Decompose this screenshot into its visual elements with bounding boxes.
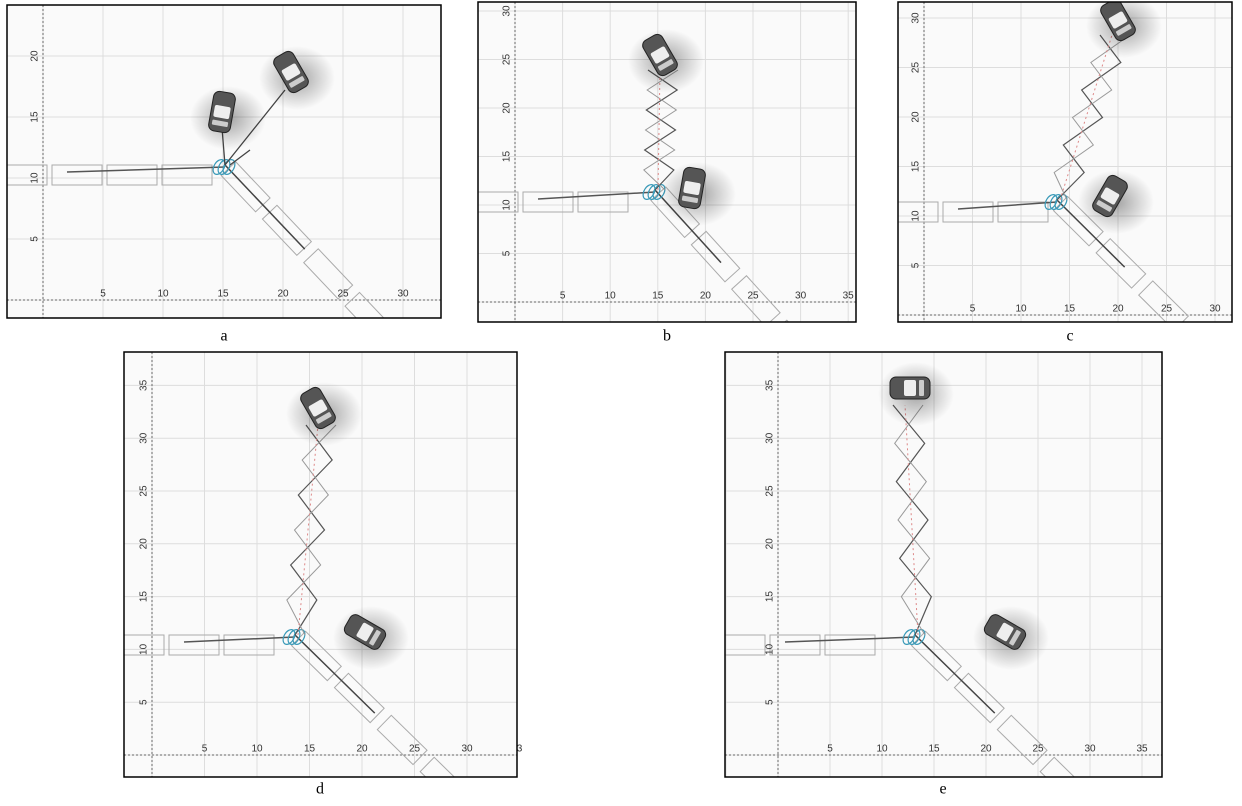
y-tick-label: 20 — [765, 538, 776, 550]
panel: 5 10 15 20 25 30 35 5 10 15 20 25 30 35 e — [715, 352, 1162, 801]
y-tick-label: 20 — [911, 111, 922, 123]
y-tick-label: 30 — [765, 432, 776, 444]
y-tick-label: 15 — [30, 111, 41, 123]
x-tick-label: 30 — [1209, 304, 1221, 315]
x-tick-label: 15 — [304, 744, 316, 755]
y-tick-label: 5 — [139, 699, 150, 705]
y-tick-label: 5 — [911, 262, 922, 268]
panel-content — [715, 352, 1162, 801]
y-tick-label: 35 — [139, 379, 150, 391]
y-tick-label: 10 — [911, 210, 922, 222]
x-tick-label: 10 — [157, 289, 169, 300]
car-window — [919, 380, 924, 396]
panel-bg — [898, 2, 1232, 322]
y-tick-label: 25 — [765, 485, 776, 497]
x-tick-label: 35 — [843, 291, 855, 302]
y-tick-label: 15 — [911, 161, 922, 173]
y-tick-label: 25 — [139, 485, 150, 497]
panel: 5 10 15 20 25 30 5 10 15 20 25 30 c — [888, 0, 1232, 373]
y-tick-label: 15 — [139, 591, 150, 603]
x-tick-label: 25 — [747, 291, 759, 302]
y-tick-label: 15 — [502, 151, 513, 163]
x-tick-label: 30 — [461, 744, 473, 755]
x-tick-label: 25 — [1032, 744, 1044, 755]
y-tick-label: 5 — [30, 236, 41, 242]
y-tick-label: 35 — [765, 379, 776, 391]
x-tick-label: 30 — [1084, 744, 1096, 755]
x-tick-label: 30 — [397, 289, 409, 300]
x-tick-label: 20 — [700, 291, 712, 302]
x-tick-label: 10 — [876, 744, 888, 755]
panel-caption: a — [220, 328, 227, 345]
y-tick-label: 30 — [139, 432, 150, 444]
y-tick-label: 25 — [502, 54, 513, 66]
panel: 5 10 15 20 25 30 35 5 10 15 20 25 30 b — [468, 2, 856, 371]
x-tick-label: 20 — [356, 744, 368, 755]
vehicle-trail — [1181, 323, 1231, 372]
y-tick-label: 30 — [911, 12, 922, 24]
y-tick-label: 10 — [30, 172, 41, 184]
x-tick-label: 5 — [827, 744, 833, 755]
y-tick-label: 15 — [765, 591, 776, 603]
x-tick-label: 5 — [970, 304, 976, 315]
panel-caption: c — [1066, 328, 1073, 345]
y-tick-label: 30 — [502, 5, 513, 17]
x-tick-label: 20 — [980, 744, 992, 755]
y-tick-label: 20 — [30, 50, 41, 62]
y-tick-label: 20 — [139, 538, 150, 550]
x-tick-label: 10 — [251, 744, 263, 755]
y-tick-label: 25 — [911, 62, 922, 74]
y-tick-label: 20 — [502, 102, 513, 114]
x-tick-label: 25 — [1161, 304, 1173, 315]
y-tick-label: 10 — [502, 199, 513, 211]
panel-content — [468, 2, 856, 371]
x-tick-label: 35 — [1136, 744, 1148, 755]
panel: 5101520253035101520253035d — [114, 352, 523, 801]
x-tick-label: 20 — [277, 289, 289, 300]
x-tick-label: 25 — [409, 744, 421, 755]
panel-caption: b — [663, 328, 671, 345]
x-tick-label: 15 — [652, 291, 664, 302]
panel-caption: d — [316, 781, 324, 798]
x-tick-label: 5 — [202, 744, 208, 755]
x-tick-label: 15 — [217, 289, 229, 300]
car-window — [904, 380, 916, 396]
y-tick-label: 10 — [139, 643, 150, 655]
x-tick-label: 25 — [337, 289, 349, 300]
y-tick-label: 5 — [765, 699, 776, 705]
x-tick-label: 15 — [928, 744, 940, 755]
x-tick-label: 30 — [795, 291, 807, 302]
x-tick-label: 10 — [605, 291, 617, 302]
y-tick-label: 10 — [765, 643, 776, 655]
car — [890, 377, 930, 399]
panel: 5 10 15 20 25 30 5 10 15 20 a — [0, 5, 441, 345]
x-tick-label: 5 — [100, 289, 106, 300]
x-tick-label: 15 — [1064, 304, 1076, 315]
panel-content — [114, 352, 517, 801]
figure: 5 10 15 20 25 30 5 10 15 20 a 5 10 15 20 25 30 35 5 10 15 20 2… — [0, 0, 1242, 801]
panel-content — [888, 0, 1232, 373]
y-tick-label: 5 — [502, 250, 513, 256]
x-tick-label: 20 — [1112, 304, 1124, 315]
x-tick-label: 5 — [560, 291, 566, 302]
x-tick-label: 10 — [1015, 304, 1027, 315]
panel-caption: e — [939, 781, 946, 798]
